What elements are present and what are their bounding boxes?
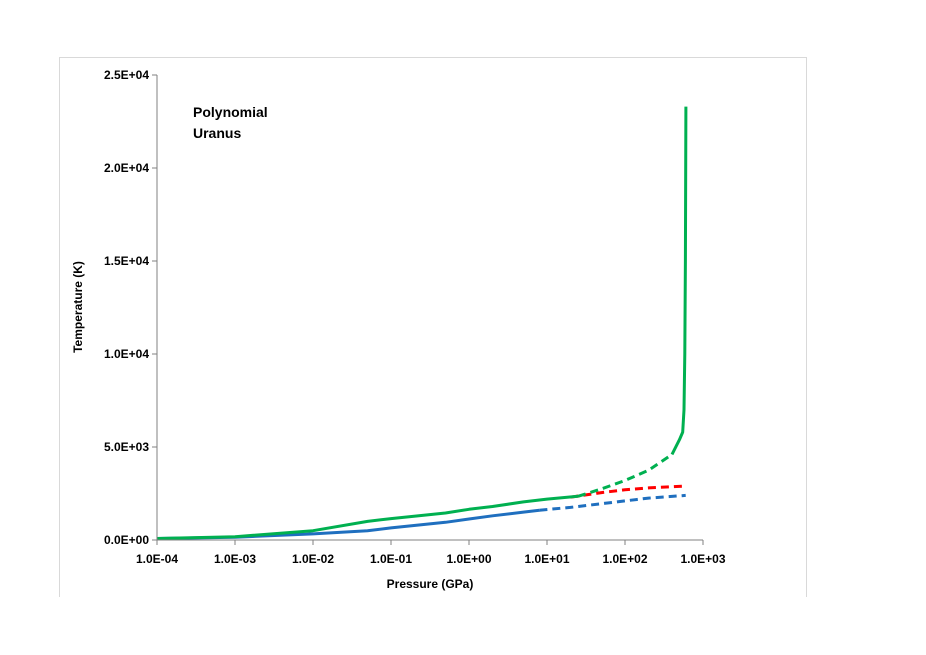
x-tick-label: 1.0E-04 [136,552,178,566]
series-2-segment-1-line [577,453,673,498]
x-tick-label: 1.0E+01 [524,552,569,566]
y-tick-label: 1.5E+04 [104,254,149,268]
chart-frame [59,57,807,597]
annotation-polynomial: Polynomial [193,104,268,120]
x-tick-label: 1.0E-02 [292,552,334,566]
y-ticks: 0.0E+00 5.0E+03 1.0E+04 1.5E+04 2.0E+04 2.5E+… [104,68,157,547]
y-tick-label: 0.0E+00 [104,533,149,547]
y-tick-label: 2.0E+04 [104,161,149,175]
y-axis-title: Temperature (K) [71,261,85,353]
y-tick-label: 2.5E+04 [104,68,149,82]
x-tick-label: 1.0E-03 [214,552,256,566]
x-ticks: 1.0E-04 1.0E-03 1.0E-02 1.0E-01 1.0E+00 1.0E+… [136,540,726,566]
x-tick-label: 1.0E-01 [370,552,412,566]
x-tick-label: 1.0E+00 [446,552,491,566]
series-2-segment-2-line [670,106,688,456]
plot-lines [156,106,688,540]
x-tick-label: 1.0E+03 [680,552,725,566]
series-1-segment-1-line [539,493,686,512]
x-tick-label: 1.0E+02 [602,552,647,566]
y-tick-label: 5.0E+03 [104,440,149,454]
series-0-segment-0-line [570,484,686,499]
x-axis-title: Pressure (GPa) [387,577,474,591]
series-2-segment-0-line [156,494,579,540]
annotation-uranus: Uranus [193,125,241,141]
series-1-segment-0-line [156,508,540,540]
y-tick-label: 1.0E+04 [104,347,149,361]
